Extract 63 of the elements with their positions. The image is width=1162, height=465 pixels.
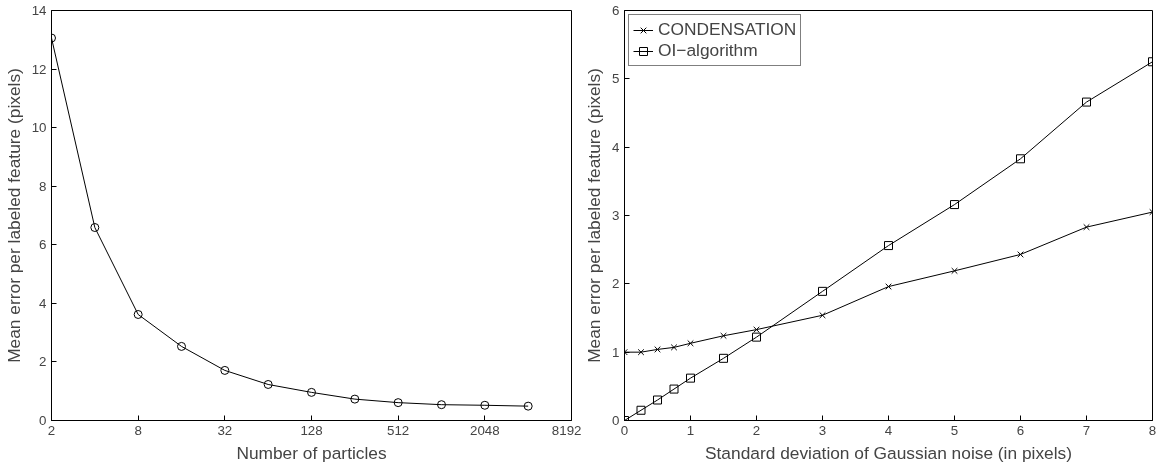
y-tick-label: 2 — [39, 354, 47, 370]
x-axis-title: Number of particles — [236, 442, 387, 463]
point — [951, 267, 958, 275]
x-tick-label: 4 — [884, 422, 893, 438]
point — [818, 286, 827, 296]
point — [884, 241, 893, 251]
y-tick-label: 12 — [31, 61, 47, 77]
point — [523, 401, 533, 411]
y-tick-label: 14 — [31, 3, 48, 18]
point — [133, 309, 143, 319]
y-tick-label: 2 — [612, 276, 620, 292]
x-tick-label: 512 — [387, 422, 410, 438]
point — [719, 353, 728, 363]
x-axis-title: Standard deviation of Gaussian noise (in pixels) — [705, 442, 1073, 463]
x-tick-label: 2048 — [470, 422, 500, 438]
point — [1083, 223, 1090, 231]
point — [177, 341, 186, 351]
x-tick-label: 6 — [1016, 422, 1025, 438]
y-tick-label: 6 — [612, 3, 620, 18]
legend-label: OI−algorithm — [658, 40, 758, 61]
point — [90, 223, 100, 232]
point — [393, 398, 403, 408]
point — [350, 394, 360, 404]
point — [307, 387, 316, 397]
point — [480, 400, 490, 410]
x-tick-label: 2 — [752, 422, 761, 438]
y-tick-label: 5 — [612, 71, 620, 87]
point — [220, 365, 230, 375]
x-tick-label: 5 — [950, 422, 959, 438]
point — [637, 348, 645, 356]
point — [1016, 154, 1025, 164]
point — [752, 332, 761, 342]
y-tick-label: 10 — [31, 120, 47, 136]
y-tick-label: 1 — [612, 344, 620, 360]
point — [636, 405, 646, 415]
point — [753, 326, 760, 333]
y-tick-label: 4 — [612, 139, 621, 155]
y-tick-label: 8 — [39, 178, 47, 194]
y-tick-label: 6 — [39, 237, 47, 253]
x-tick-label: 32 — [217, 422, 233, 438]
y-tick-label: 4 — [39, 295, 48, 311]
point — [687, 339, 694, 347]
legend-label: CONDENSATION — [658, 19, 797, 40]
x-tick-label: 8192 — [551, 422, 582, 438]
y-axis-title: Mean error per labeled feature (pixels) — [3, 68, 24, 363]
x-tick-label: 7 — [1082, 422, 1091, 438]
point — [669, 384, 679, 394]
point — [670, 344, 678, 351]
point — [720, 332, 727, 340]
x-tick-label: 3 — [818, 422, 827, 438]
x-tick-label: 8 — [134, 422, 142, 438]
point — [653, 395, 662, 405]
point — [437, 400, 446, 410]
point — [686, 373, 695, 383]
point — [819, 311, 826, 319]
x-tick-label: 128 — [300, 422, 323, 438]
point — [1082, 97, 1091, 107]
point — [950, 200, 959, 210]
x-tick-label: 1 — [686, 422, 695, 438]
x-tick-label: 8 — [1148, 422, 1157, 438]
y-axis-title: Mean error per labeled feature (pixels) — [584, 68, 605, 363]
y-tick-label: 3 — [612, 208, 620, 223]
point — [263, 379, 273, 389]
